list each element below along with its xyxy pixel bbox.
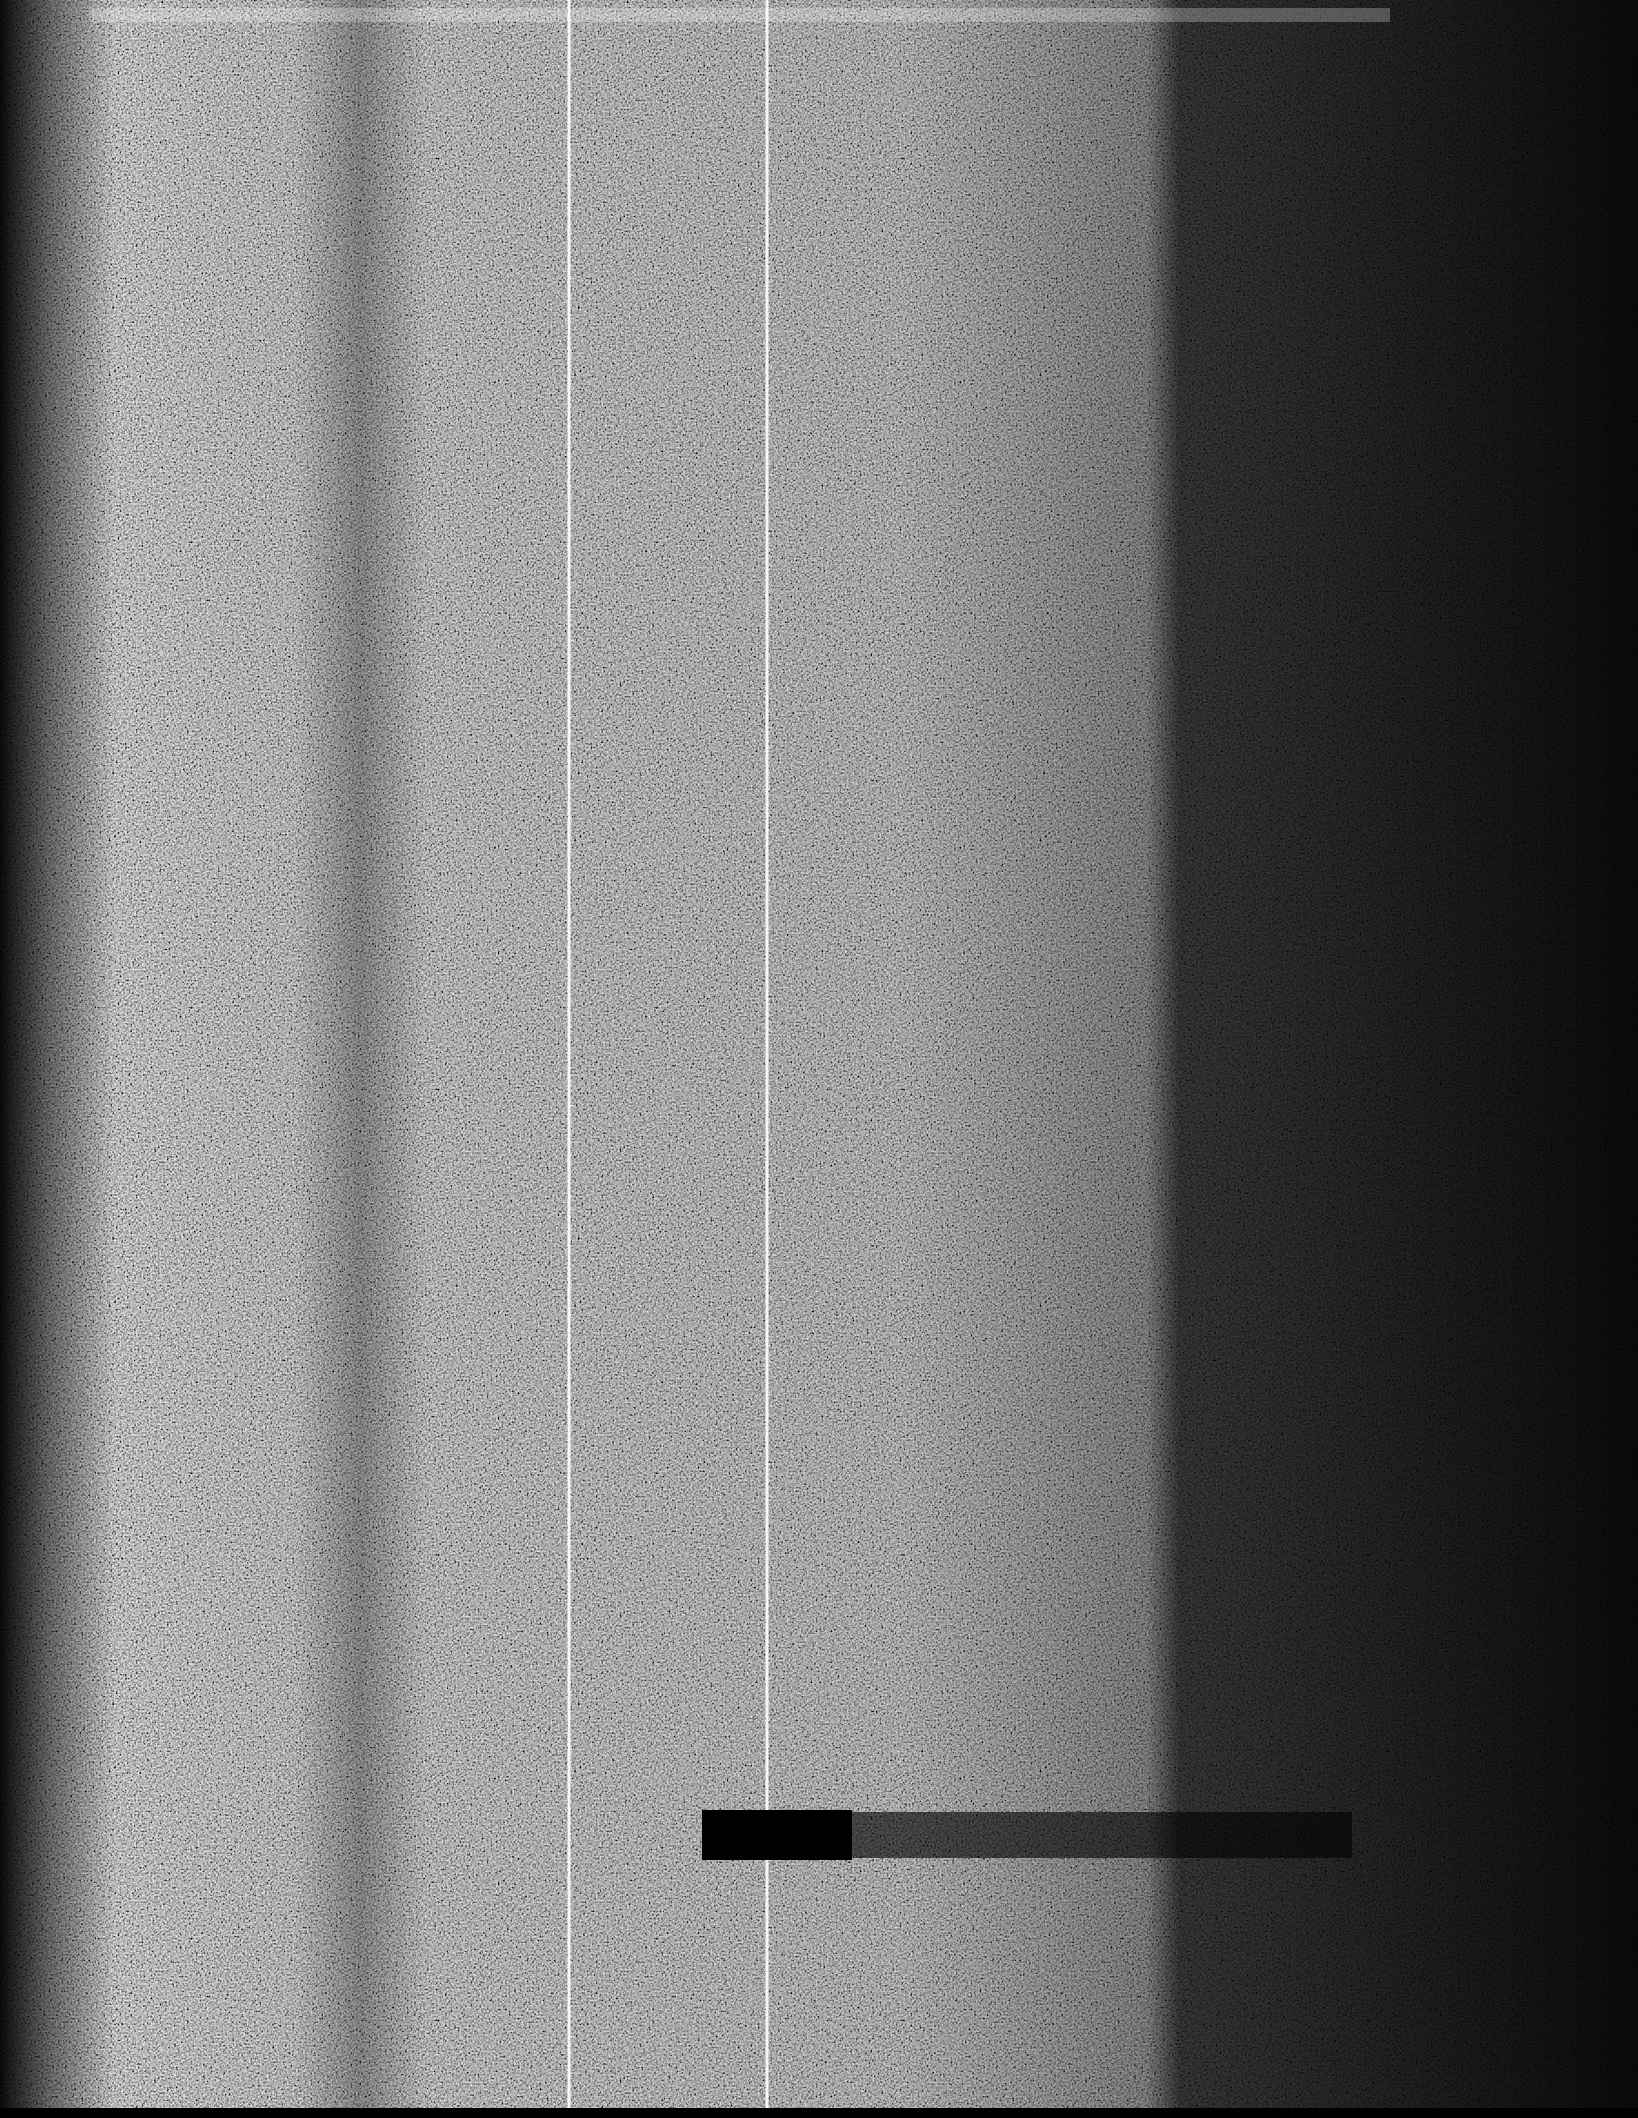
top-band: [90, 8, 1390, 22]
dark-band: [702, 1810, 852, 1860]
noise-field: [0, 0, 1638, 2118]
dark-band-tail: [852, 1812, 1352, 1858]
body: [0, 0, 1638, 2118]
page: {} html, body { margin: 0; padding: 0; b…: [0, 0, 1638, 2118]
bottom-edge: [0, 2108, 1638, 2118]
noise-image: [0, 0, 1638, 2118]
